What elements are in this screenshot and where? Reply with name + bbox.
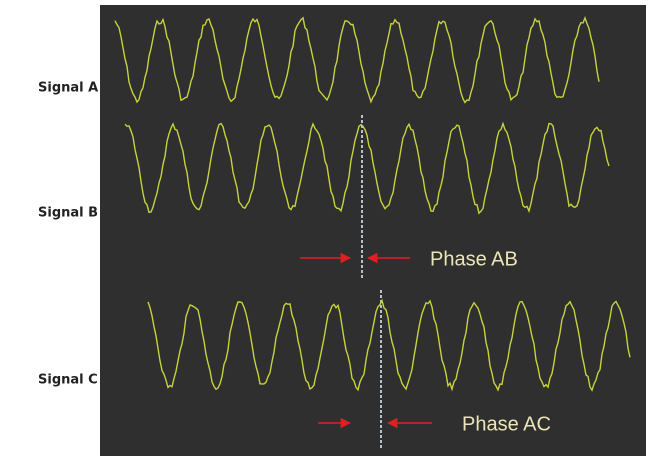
waveforms — [114, 16, 631, 392]
phase-label: Phase AB — [430, 248, 518, 270]
waveform — [124, 121, 610, 215]
waveform — [114, 16, 600, 104]
signal-label: Signal C — [38, 373, 98, 388]
signal-label: Signal B — [38, 206, 98, 221]
scope-panel — [100, 5, 646, 456]
phase-label: Phase AC — [462, 413, 551, 435]
waveform — [147, 298, 631, 392]
signal-label: Signal A — [38, 81, 98, 96]
